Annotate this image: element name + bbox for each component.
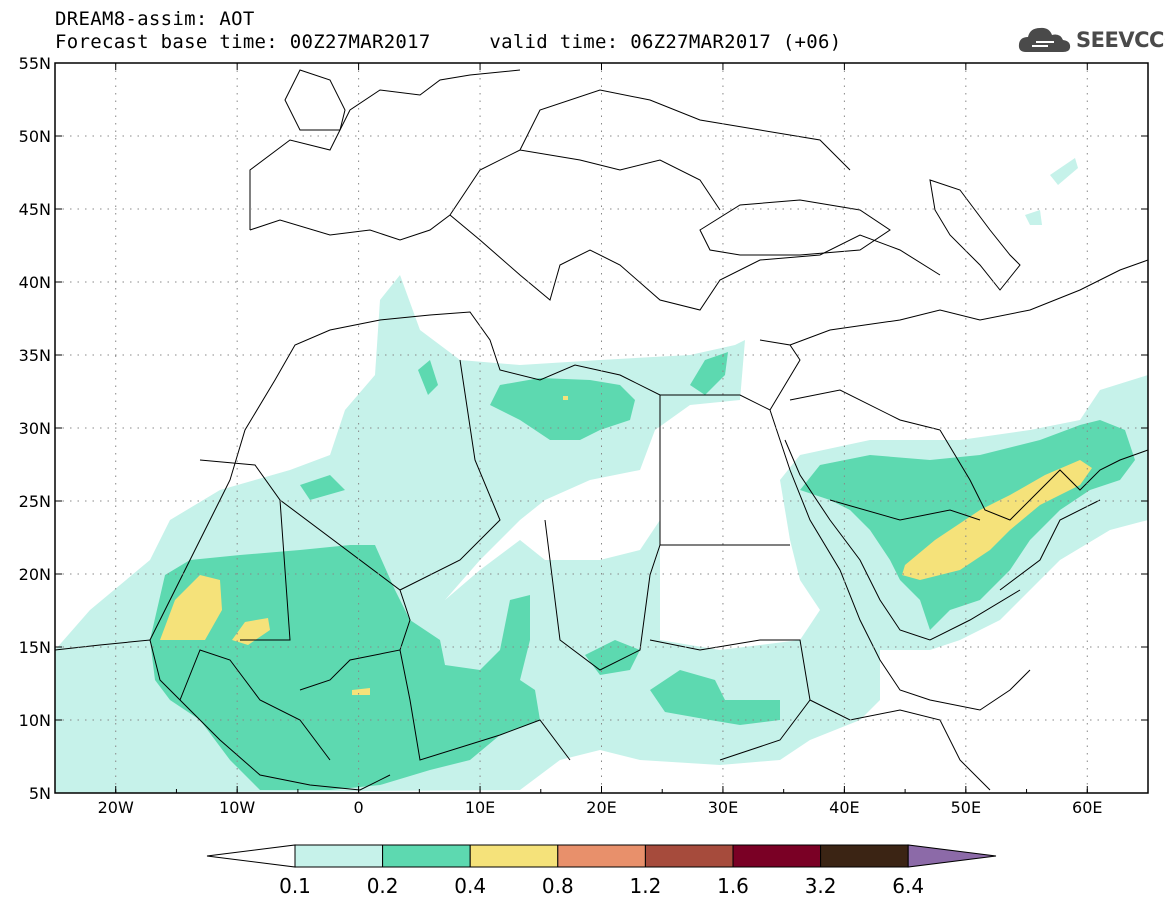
lat-label: 20N bbox=[19, 565, 51, 584]
colorbar-box bbox=[644, 844, 734, 868]
aot-region-high-mauritania bbox=[160, 575, 222, 640]
aot-region-medium-chad bbox=[585, 640, 640, 675]
aot-region-medium-algeria bbox=[418, 360, 438, 395]
colorbar-box bbox=[557, 844, 646, 868]
border-europe-inner bbox=[449, 89, 851, 216]
lat-label: 15N bbox=[19, 638, 51, 657]
lat-label: 45N bbox=[19, 200, 51, 219]
aot-region-medium-west bbox=[150, 545, 540, 790]
lat-label: 10N bbox=[19, 711, 51, 730]
lon-label: 10E bbox=[465, 798, 495, 817]
colorbar-lower-extend bbox=[206, 844, 296, 868]
colorbar-box bbox=[732, 844, 822, 868]
seevccc-logo: SEEVCCC bbox=[1018, 22, 1165, 58]
colorbar-label: 0.2 bbox=[367, 874, 399, 898]
colorbar-box bbox=[382, 844, 471, 868]
coast-caspian bbox=[929, 179, 1021, 291]
colorbar-label: 3.2 bbox=[805, 874, 837, 898]
colorbar-label: 1.6 bbox=[717, 874, 749, 898]
colorbar-label: 0.4 bbox=[454, 874, 486, 898]
colorbar-label: 0.1 bbox=[279, 874, 311, 898]
lon-label: 10W bbox=[219, 798, 255, 817]
border-sudan-south bbox=[649, 639, 811, 761]
colorbar-label: 1.2 bbox=[629, 874, 661, 898]
coast-red-sea-west bbox=[769, 409, 1031, 711]
border-arabia-interior bbox=[829, 499, 1101, 591]
lon-label: 40E bbox=[829, 798, 859, 817]
lat-label: 50N bbox=[19, 127, 51, 146]
lon-label: 60E bbox=[1072, 798, 1102, 817]
border-east-africa bbox=[809, 699, 991, 791]
aot-region-light-caspian bbox=[1025, 210, 1042, 225]
colorbar-box bbox=[294, 844, 384, 868]
forecast-time-line: Forecast base time: 00Z27MAR2017 valid t… bbox=[55, 31, 842, 53]
lon-label: 50E bbox=[951, 798, 981, 817]
map-title: DREAM8-assim: AOT bbox=[55, 8, 255, 30]
coast-arabian-gulf bbox=[939, 429, 1148, 521]
coast-uk bbox=[284, 69, 346, 131]
border-sahel bbox=[240, 499, 411, 691]
border-iraq-saudi bbox=[789, 389, 941, 431]
border-libya-egypt bbox=[659, 395, 790, 546]
lat-label: 35N bbox=[19, 346, 51, 365]
border-chad-sudan bbox=[544, 519, 661, 671]
lon-label: 20E bbox=[586, 798, 616, 817]
coastlines bbox=[55, 69, 1148, 791]
lat-label: 55N bbox=[19, 54, 51, 73]
aot-region-high-niger bbox=[352, 688, 370, 695]
lon-label: 0 bbox=[354, 798, 364, 817]
aot-region-medium-east-med bbox=[690, 352, 728, 395]
cloud-logo-icon bbox=[1018, 27, 1071, 52]
colorbar: 0.1 0.2 0.4 0.8 1.2 1.6 3.2 6.4 bbox=[206, 844, 997, 898]
aot-region-light-ne bbox=[1050, 158, 1078, 185]
gridlines bbox=[55, 63, 1148, 793]
aot-region-high-mali bbox=[232, 618, 270, 645]
lat-label: 25N bbox=[19, 492, 51, 511]
colorbar-box bbox=[820, 844, 909, 868]
aot-region-high-arabia bbox=[902, 460, 1092, 580]
colorbar-upper-extend bbox=[907, 844, 997, 868]
coast-black-sea bbox=[699, 199, 891, 256]
lon-label: 20W bbox=[98, 798, 134, 817]
colorbar-label: 6.4 bbox=[892, 874, 924, 898]
colorbar-box bbox=[469, 844, 559, 868]
coast-red-sea-east bbox=[784, 439, 1021, 641]
lat-label: 5N bbox=[29, 784, 51, 803]
aot-field bbox=[55, 158, 1148, 793]
coast-europe-west bbox=[249, 69, 521, 230]
border-west-africa-inner bbox=[179, 649, 571, 761]
colorbar-label: 0.8 bbox=[542, 874, 574, 898]
aot-region-medium-sahara bbox=[300, 475, 345, 500]
border-middle-east bbox=[789, 259, 1148, 346]
lon-label: 30E bbox=[708, 798, 738, 817]
aot-region-medium-libya bbox=[490, 378, 635, 440]
axes: 55N 50N 45N 40N 35N 30N 25N 20N 15N 10N 5N 20W 10W 0 1… bbox=[19, 54, 1149, 817]
lat-label: 30N bbox=[19, 419, 51, 438]
logo-text: SEEVCCC bbox=[1076, 28, 1165, 52]
aot-region-high-libya bbox=[563, 396, 568, 400]
border-algeria-mali bbox=[199, 359, 501, 591]
lat-label: 40N bbox=[19, 273, 51, 292]
coast-europe-south bbox=[249, 214, 941, 311]
coast-west-africa bbox=[55, 639, 391, 791]
coast-north-africa bbox=[149, 311, 801, 641]
aot-region-medium-sudan bbox=[650, 670, 780, 725]
